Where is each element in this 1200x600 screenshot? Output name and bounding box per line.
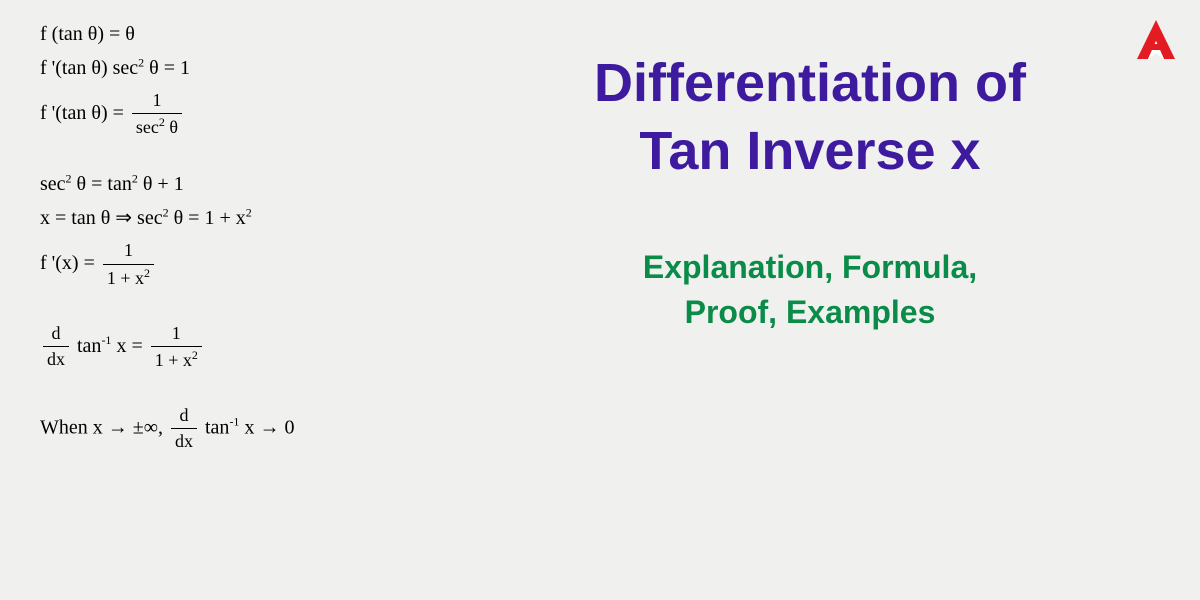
- equation-line-1: f (tan θ) = θ: [40, 20, 400, 48]
- numerator: d: [48, 321, 65, 346]
- eq-text: f (tan θ) = θ: [40, 23, 135, 45]
- eq-text: tan: [205, 416, 229, 438]
- fraction: d dx: [171, 403, 197, 454]
- eq-text: When x → ±∞,: [40, 416, 168, 438]
- title-line-1: Differentiation of: [594, 50, 1026, 118]
- denominator: dx: [171, 428, 197, 454]
- fraction: d dx: [43, 321, 69, 372]
- fraction: 1 sec2 θ: [132, 88, 182, 140]
- fraction: 1 1 + x2: [103, 238, 154, 290]
- eq-text: θ = 1: [144, 57, 190, 79]
- numerator: d: [176, 403, 193, 428]
- subtitle: Explanation, Formula, Proof, Examples: [643, 245, 977, 335]
- numerator: 1: [168, 321, 185, 346]
- equation-line-2: f '(tan θ) sec2 θ = 1: [40, 54, 400, 82]
- subtitle-line-1: Explanation, Formula,: [643, 245, 977, 290]
- denominator: dx: [43, 346, 69, 372]
- title-line-2: Tan Inverse x: [594, 118, 1026, 186]
- brand-logo-icon: [1134, 18, 1178, 67]
- eq-text: tan: [77, 335, 101, 357]
- fraction: 1 1 + x2: [151, 321, 202, 373]
- numerator: 1: [120, 238, 137, 263]
- equations-column: f (tan θ) = θ f '(tan θ) sec2 θ = 1 f '(…: [0, 0, 420, 600]
- denominator: 1 + x2: [103, 264, 154, 291]
- subtitle-line-2: Proof, Examples: [643, 290, 977, 335]
- eq-text: f '(tan θ) sec: [40, 57, 138, 79]
- title-column: Differentiation of Tan Inverse x Explana…: [420, 0, 1200, 600]
- equation-line-7: d dx tan-1 x = 1 1 + x2: [40, 321, 400, 373]
- eq-text: x → 0: [239, 416, 294, 438]
- denominator: 1 + x2: [151, 346, 202, 373]
- eq-text: x = tan θ ⇒ sec: [40, 207, 163, 229]
- equation-line-6: f '(x) = 1 1 + x2: [40, 238, 400, 290]
- equation-line-3: f '(tan θ) = 1 sec2 θ: [40, 88, 400, 140]
- eq-text: sec: [40, 173, 66, 195]
- eq-text: x =: [111, 335, 147, 357]
- eq-text: θ = tan: [72, 173, 132, 195]
- denominator: sec2 θ: [132, 113, 182, 140]
- main-title: Differentiation of Tan Inverse x: [594, 50, 1026, 185]
- eq-text: θ = 1 + x: [169, 207, 246, 229]
- equation-line-5: x = tan θ ⇒ sec2 θ = 1 + x2: [40, 204, 400, 232]
- numerator: 1: [148, 88, 165, 113]
- eq-text: f '(tan θ) =: [40, 102, 129, 124]
- equation-line-8: When x → ±∞, d dx tan-1 x → 0: [40, 403, 400, 454]
- equation-line-4: sec2 θ = tan2 θ + 1: [40, 170, 400, 198]
- eq-text: f '(x) =: [40, 252, 100, 274]
- eq-text: θ + 1: [138, 173, 184, 195]
